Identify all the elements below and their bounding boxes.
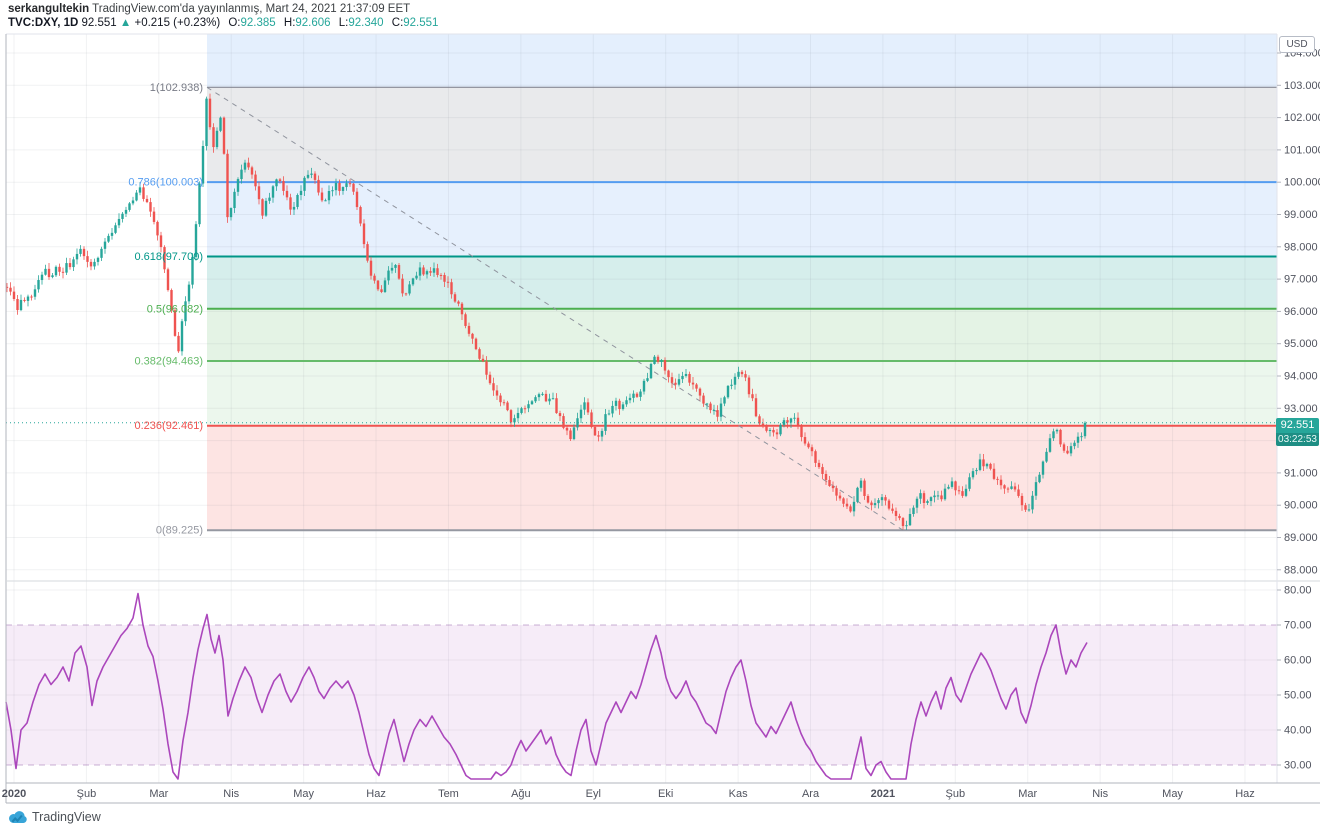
axis-label: 89.000 [1284, 532, 1318, 544]
tradingview-logo[interactable]: TradingView [8, 810, 101, 824]
time-axis-label: Şub [946, 788, 966, 800]
time-axis-label: Ağu [511, 788, 531, 800]
frame-layer [5, 33, 1320, 804]
bar-countdown-timer: 03:22:53 [1276, 433, 1319, 446]
published-text: TradingView.com'da yayınlanmış, Mart 24,… [92, 3, 411, 15]
publisher-line: serkangultekin TradingView.com'da yayınl… [8, 2, 438, 16]
time-axis-label: Mar [1018, 788, 1037, 800]
last-price-badge-value: 92.551 [1276, 418, 1319, 433]
symbol-title: TVC:DXY, 1D [8, 17, 79, 29]
tradingview-cloud-icon [9, 811, 27, 823]
time-axis-label: 2021 [871, 788, 895, 800]
axis-label: 40.00 [1284, 725, 1312, 737]
fib-level-label: 1(102.938) [150, 82, 203, 94]
time-axis-label: Kas [729, 788, 748, 800]
axis-label: 100.000 [1284, 177, 1320, 189]
time-axis-label: Nis [223, 788, 239, 800]
axis-label: 99.000 [1284, 209, 1318, 221]
fib-level-label: 0(89.225) [156, 525, 203, 537]
time-axis-label: Haz [1235, 788, 1255, 800]
rsi-pane [5, 592, 1277, 780]
axis-label: 94.000 [1284, 371, 1318, 383]
fib-level-label: 0.236(92.461) [135, 420, 204, 432]
high-label: H: [283, 17, 296, 29]
change-value: +0.215 (+0.23%) [134, 17, 221, 29]
axis-label: 101.000 [1284, 144, 1320, 156]
fib-labels-layer: 1(102.938) 0.786(100.003) 0.618(97.700) 0.5… [128, 82, 203, 537]
close-label: C: [391, 17, 404, 29]
axis-label: 97.000 [1284, 274, 1318, 286]
fib-level-label: 0.5(96.082) [147, 303, 203, 315]
axis-label: 91.000 [1284, 467, 1318, 479]
tradingview-logo-text: TradingView [32, 810, 101, 824]
axis-label: 80.00 [1284, 585, 1312, 597]
last-price-badge: 92.551 03:22:53 [1276, 418, 1319, 446]
open-label: O: [228, 17, 241, 29]
axis-label: 60.00 [1284, 655, 1312, 667]
fib-level-label: 0.786(100.003) [128, 177, 203, 189]
time-axis-label: Haz [366, 788, 386, 800]
time-axis-label: Ara [802, 788, 820, 800]
time-axis-label: Nis [1092, 788, 1108, 800]
axis-label: 93.000 [1284, 403, 1318, 415]
change-up-arrow-icon: ▲ [119, 17, 132, 29]
axis-label: 30.00 [1284, 760, 1312, 772]
close-value: 92.551 [403, 17, 439, 29]
high-value: 92.606 [295, 17, 331, 29]
axis-label: 102.000 [1284, 112, 1320, 124]
time-axis-label: Mar [149, 788, 168, 800]
time-axis-label: Eyl [586, 788, 601, 800]
axis-label: 90.000 [1284, 500, 1318, 512]
currency-badge[interactable]: USD [1279, 36, 1315, 53]
chart-header: serkangultekin TradingView.com'da yayınl… [8, 2, 438, 31]
fib-level-label: 0.618(97.700) [135, 251, 204, 263]
axis-label: 98.000 [1284, 241, 1318, 253]
grid-layer [6, 34, 1277, 783]
fib-lines-layer [207, 86, 1277, 532]
time-axis-label: May [293, 788, 314, 800]
open-value: 92.385 [240, 17, 276, 29]
rsi-line [5, 592, 1088, 780]
axis-label: 50.00 [1284, 690, 1312, 702]
time-axis-label: Eki [658, 788, 673, 800]
time-axis[interactable]: 2020 Şub Mar Nis May Haz Tem Ağu Eyl Eki Kas Ara 202… [2, 788, 1255, 800]
last-price: 92.551 [81, 17, 117, 29]
axis-label: 103.000 [1284, 80, 1320, 92]
axis-label: 88.000 [1284, 564, 1318, 576]
time-axis-label: 2020 [2, 788, 26, 800]
candles-layer [5, 93, 1087, 530]
fib-bands-layer [207, 34, 1277, 531]
low-label: L: [338, 17, 349, 29]
axis-label: 96.000 [1284, 306, 1318, 318]
axis-label: 70.00 [1284, 620, 1312, 632]
time-axis-label: May [1162, 788, 1183, 800]
publisher-name: serkangultekin [8, 3, 90, 15]
price-axis[interactable]: 104.000103.000102.000101.000100.00099.00… [1277, 48, 1320, 772]
symbol-line: TVC:DXY, 1D 92.551 ▲ +0.215 (+0.23%) O:9… [8, 16, 438, 31]
axis-label: 95.000 [1284, 338, 1318, 350]
fib-level-label: 0.382(94.463) [135, 356, 204, 368]
time-axis-label: Şub [77, 788, 97, 800]
trend-line [206, 86, 904, 531]
time-axis-label: Tem [438, 788, 459, 800]
low-value: 92.340 [348, 17, 384, 29]
